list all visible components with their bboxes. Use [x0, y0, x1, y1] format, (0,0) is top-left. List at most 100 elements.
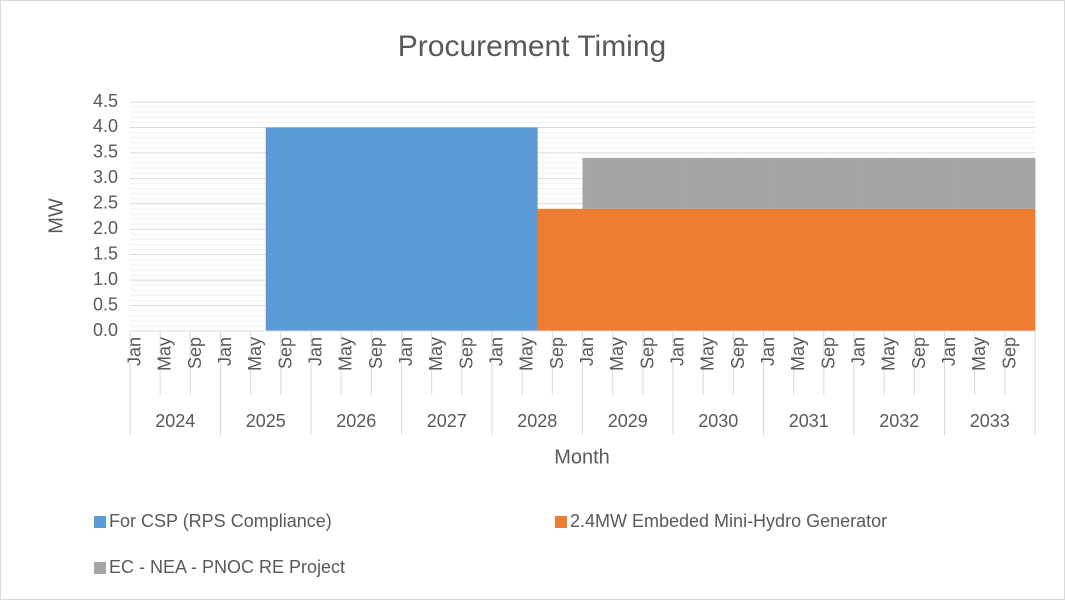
y-axis-label: MW	[45, 198, 67, 234]
area-segment	[620, 157, 629, 209]
x-group-label: 2028	[517, 411, 557, 431]
area-segment	[982, 157, 991, 209]
area-segment	[899, 157, 908, 209]
area-segment	[605, 157, 614, 209]
x-tick-label: May	[788, 337, 808, 371]
area-segment	[906, 157, 915, 209]
area-segment	[605, 208, 614, 331]
area-segment	[665, 208, 674, 331]
y-tick-label: 2.5	[93, 193, 118, 213]
area-segment	[997, 208, 1006, 331]
area-segment	[944, 157, 953, 209]
x-group-label: 2027	[427, 411, 467, 431]
area-segment	[959, 208, 968, 331]
area-segment	[997, 157, 1006, 209]
y-tick-label: 0.5	[93, 294, 118, 314]
x-tick-label: Sep	[275, 337, 295, 369]
area-segment	[1004, 208, 1013, 331]
area-segment	[771, 208, 779, 331]
area-segment	[484, 127, 493, 331]
area-segment	[567, 208, 576, 331]
area-segment	[620, 208, 629, 331]
area-segment	[914, 208, 923, 331]
area-segment	[582, 157, 591, 209]
legend-swatch	[94, 562, 106, 574]
area-segment	[703, 208, 712, 331]
area-segment	[891, 208, 900, 331]
area-segment	[771, 157, 779, 209]
x-tick-label: May	[426, 337, 446, 371]
area-segment	[740, 157, 749, 209]
area-segment	[816, 157, 825, 209]
area-segment	[642, 157, 651, 209]
area-segment	[748, 208, 757, 331]
area-segment	[846, 208, 855, 331]
area-segment	[929, 208, 938, 331]
y-tick-label: 1.0	[93, 269, 118, 289]
area-segment	[424, 127, 433, 331]
area-segment	[461, 127, 470, 331]
area-segment	[590, 157, 598, 209]
area-segment	[642, 208, 651, 331]
x-tick-label: Jan	[125, 337, 145, 366]
x-tick-label: Sep	[456, 337, 476, 369]
area-segment	[778, 208, 787, 331]
area-segment	[529, 127, 538, 331]
area-segment	[295, 127, 304, 331]
area-segment	[1004, 157, 1013, 209]
area-segment	[454, 127, 463, 331]
area-segment	[936, 208, 945, 331]
area-segment	[838, 208, 847, 331]
area-segment	[816, 208, 825, 331]
area-segment	[838, 157, 847, 209]
legend-label: EC - NEA - PNOC RE Project	[109, 557, 345, 577]
x-axis-label: Month	[554, 446, 610, 468]
area-segment	[974, 157, 983, 209]
area-segment	[823, 208, 832, 331]
area-segment	[416, 127, 425, 331]
area-segment	[786, 157, 795, 209]
area-segment	[974, 208, 983, 331]
y-tick-label: 2.0	[93, 218, 118, 238]
legend-swatch	[555, 516, 567, 528]
x-tick-label: May	[607, 337, 627, 371]
x-tick-label: Sep	[818, 337, 838, 369]
area-segment	[612, 208, 621, 331]
area-segment	[808, 208, 817, 331]
area-segment	[869, 157, 878, 209]
area-segment	[537, 208, 546, 331]
area-segment	[1019, 157, 1028, 209]
x-tick-label: Jan	[668, 337, 688, 366]
area-segment	[801, 208, 810, 331]
area-segment	[929, 157, 938, 209]
area-segment	[318, 127, 327, 331]
area-segment	[823, 157, 832, 209]
area-segment	[303, 127, 312, 331]
x-group-label: 2029	[608, 411, 648, 431]
area-segment	[854, 208, 862, 331]
area-segment	[952, 208, 960, 331]
area-segment	[650, 157, 659, 209]
area-segment	[544, 208, 553, 331]
area-segment	[612, 157, 621, 209]
area-segment	[409, 127, 417, 331]
area-segment	[846, 157, 855, 209]
area-segment	[763, 208, 772, 331]
area-segment	[469, 127, 478, 331]
area-segment	[1019, 208, 1028, 331]
area-segment	[1027, 157, 1036, 209]
area-segment	[311, 127, 319, 331]
area-segment	[876, 208, 885, 331]
area-segment	[273, 127, 282, 331]
chart-title: Procurement Timing	[398, 30, 666, 63]
area-segment	[265, 127, 274, 331]
x-tick-label: Sep	[999, 337, 1019, 369]
x-tick-label: Jan	[215, 337, 235, 366]
area-segment	[884, 157, 893, 209]
x-tick-label: May	[969, 337, 989, 371]
x-group-label: 2033	[970, 411, 1010, 431]
area-segment	[627, 208, 636, 331]
area-segment	[959, 157, 968, 209]
y-tick-label: 4.0	[93, 116, 118, 136]
area-segment	[786, 208, 795, 331]
